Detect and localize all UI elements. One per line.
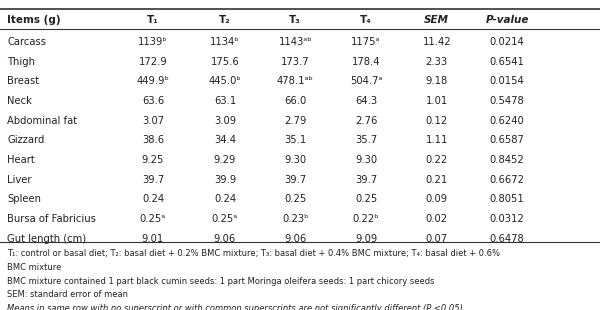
Text: 0.12: 0.12 xyxy=(425,116,448,126)
Text: 1.11: 1.11 xyxy=(425,135,448,145)
Text: 0.0214: 0.0214 xyxy=(490,37,524,47)
Text: 178.4: 178.4 xyxy=(352,56,380,67)
Text: Neck: Neck xyxy=(7,96,32,106)
Text: 35.1: 35.1 xyxy=(284,135,307,145)
Text: 63.1: 63.1 xyxy=(214,96,236,106)
Text: 0.0312: 0.0312 xyxy=(490,214,524,224)
Text: BMC mixture: BMC mixture xyxy=(7,263,62,272)
Text: 39.7: 39.7 xyxy=(284,175,307,185)
Text: 9.01: 9.01 xyxy=(142,234,164,244)
Text: 3.09: 3.09 xyxy=(214,116,236,126)
Text: 0.21: 0.21 xyxy=(425,175,448,185)
Text: 2.33: 2.33 xyxy=(426,56,448,67)
Text: 0.25: 0.25 xyxy=(355,194,377,204)
Text: P-value: P-value xyxy=(485,15,529,25)
Text: 39.7: 39.7 xyxy=(142,175,164,185)
Text: 1139ᵇ: 1139ᵇ xyxy=(138,37,168,47)
Text: 449.9ᵇ: 449.9ᵇ xyxy=(137,76,169,86)
Text: SEM: standard error of mean: SEM: standard error of mean xyxy=(7,290,128,299)
Text: 0.02: 0.02 xyxy=(426,214,448,224)
Text: 35.7: 35.7 xyxy=(355,135,377,145)
Text: 0.6672: 0.6672 xyxy=(490,175,524,185)
Text: BMC mixture contained 1 part black cumin seeds: 1 part Moringa oleifera seeds: 1: BMC mixture contained 1 part black cumin… xyxy=(7,277,434,286)
Text: T₂: T₂ xyxy=(219,15,231,25)
Text: 172.9: 172.9 xyxy=(139,56,167,67)
Text: 0.5478: 0.5478 xyxy=(490,96,524,106)
Text: 2.76: 2.76 xyxy=(355,116,377,126)
Text: Bursa of Fabricius: Bursa of Fabricius xyxy=(7,214,96,224)
Text: Thigh: Thigh xyxy=(7,56,35,67)
Text: 39.9: 39.9 xyxy=(214,175,236,185)
Text: 0.23ᵇ: 0.23ᵇ xyxy=(282,214,308,224)
Text: 66.0: 66.0 xyxy=(284,96,307,106)
Text: T₄: T₄ xyxy=(360,15,372,25)
Text: Spleen: Spleen xyxy=(7,194,41,204)
Text: Gizzard: Gizzard xyxy=(7,135,44,145)
Text: Heart: Heart xyxy=(7,155,35,165)
Text: Breast: Breast xyxy=(7,76,40,86)
Text: T₁: control or basal diet; T₂: basal diet + 0.2% BMC mixture; T₃: basal diet + 0: T₁: control or basal diet; T₂: basal die… xyxy=(7,249,500,258)
Text: 3.07: 3.07 xyxy=(142,116,164,126)
Text: 0.24: 0.24 xyxy=(142,194,164,204)
Text: 0.09: 0.09 xyxy=(426,194,448,204)
Text: 0.6240: 0.6240 xyxy=(490,116,524,126)
Text: 0.25ᵃ: 0.25ᵃ xyxy=(140,214,166,224)
Text: 445.0ᵇ: 445.0ᵇ xyxy=(209,76,241,86)
Text: 175.6: 175.6 xyxy=(211,56,239,67)
Text: 0.24: 0.24 xyxy=(214,194,236,204)
Text: 504.7ᵃ: 504.7ᵃ xyxy=(350,76,382,86)
Text: 1143ᵃᵇ: 1143ᵃᵇ xyxy=(278,37,312,47)
Text: 0.6541: 0.6541 xyxy=(490,56,524,67)
Text: 9.29: 9.29 xyxy=(214,155,236,165)
Text: 64.3: 64.3 xyxy=(355,96,377,106)
Text: Carcass: Carcass xyxy=(7,37,46,47)
Text: 0.6478: 0.6478 xyxy=(490,234,524,244)
Text: 0.8051: 0.8051 xyxy=(490,194,524,204)
Text: 9.06: 9.06 xyxy=(284,234,307,244)
Text: 63.6: 63.6 xyxy=(142,96,164,106)
Text: 1134ᵇ: 1134ᵇ xyxy=(210,37,240,47)
Text: 9.30: 9.30 xyxy=(355,155,377,165)
Text: Gut length (cm): Gut length (cm) xyxy=(7,234,86,244)
Text: 9.30: 9.30 xyxy=(284,155,306,165)
Text: 0.25ᵃ: 0.25ᵃ xyxy=(212,214,238,224)
Text: 0.0154: 0.0154 xyxy=(490,76,524,86)
Text: 9.25: 9.25 xyxy=(142,155,164,165)
Text: Items (g): Items (g) xyxy=(7,15,61,25)
Text: 9.06: 9.06 xyxy=(214,234,236,244)
Text: 11.42: 11.42 xyxy=(422,37,451,47)
Text: 0.6587: 0.6587 xyxy=(490,135,524,145)
Text: 0.8452: 0.8452 xyxy=(490,155,524,165)
Text: 1175ᵃ: 1175ᵃ xyxy=(351,37,381,47)
Text: Means in same row with no superscript or with common superscripts are not signif: Means in same row with no superscript or… xyxy=(7,304,463,310)
Text: 2.79: 2.79 xyxy=(284,116,307,126)
Text: T₃: T₃ xyxy=(289,15,301,25)
Text: 1.01: 1.01 xyxy=(425,96,448,106)
Text: 0.22ᵇ: 0.22ᵇ xyxy=(353,214,379,224)
Text: T₁: T₁ xyxy=(147,15,159,25)
Text: Abdominal fat: Abdominal fat xyxy=(7,116,77,126)
Text: Liver: Liver xyxy=(7,175,32,185)
Text: 0.22: 0.22 xyxy=(425,155,448,165)
Text: 0.07: 0.07 xyxy=(426,234,448,244)
Text: 38.6: 38.6 xyxy=(142,135,164,145)
Text: 173.7: 173.7 xyxy=(281,56,310,67)
Text: 34.4: 34.4 xyxy=(214,135,236,145)
Text: 478.1ᵃᵇ: 478.1ᵃᵇ xyxy=(277,76,314,86)
Text: 39.7: 39.7 xyxy=(355,175,377,185)
Text: 0.25: 0.25 xyxy=(284,194,307,204)
Text: SEM: SEM xyxy=(424,15,449,25)
Text: 9.18: 9.18 xyxy=(425,76,448,86)
Text: 9.09: 9.09 xyxy=(355,234,377,244)
